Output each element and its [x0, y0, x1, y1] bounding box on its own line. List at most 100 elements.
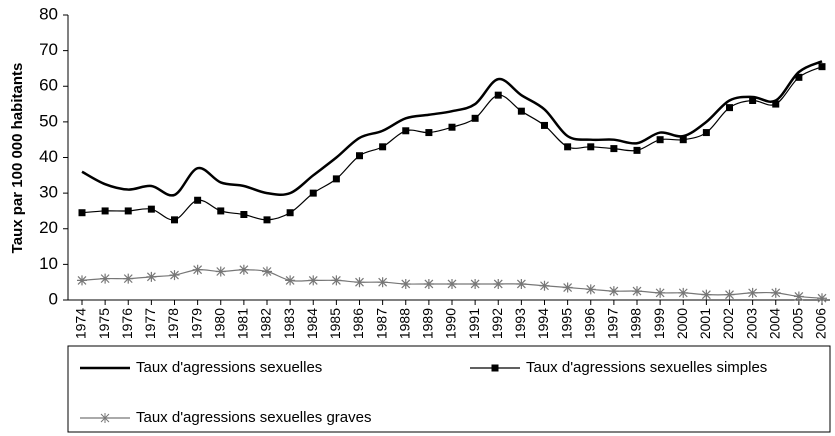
star-marker [632, 286, 642, 297]
x-tick-label: 2002 [720, 308, 736, 339]
y-tick-label: 70 [39, 40, 58, 59]
x-tick-label: 1996 [581, 308, 597, 339]
star-marker [539, 280, 550, 291]
x-tick-label: 1983 [281, 308, 297, 339]
star-marker [470, 278, 481, 289]
y-tick-label: 40 [39, 147, 58, 166]
square-marker [263, 216, 271, 224]
x-tick-label: 1975 [96, 308, 112, 339]
x-tick-label: 1976 [119, 308, 135, 339]
legend-marker [100, 413, 110, 423]
square-marker [494, 91, 502, 99]
x-tick-label: 1978 [165, 308, 181, 339]
square-marker [402, 127, 410, 135]
series-line [81, 66, 823, 221]
x-tick-label: 2004 [766, 308, 782, 339]
square-marker [309, 189, 317, 197]
square-marker [633, 146, 641, 154]
x-tick-label: 1985 [327, 308, 343, 339]
x-tick-label: 1988 [396, 308, 412, 339]
star-marker [354, 277, 365, 288]
square-marker [78, 209, 86, 217]
star-marker [608, 286, 619, 297]
series-line [81, 60, 823, 197]
y-tick-label: 50 [39, 111, 58, 130]
star-marker [678, 287, 689, 298]
square-marker [702, 129, 710, 137]
legend-label: Taux d'agressions sexuelles [136, 359, 322, 376]
star-marker [655, 287, 666, 298]
square-marker [101, 207, 109, 215]
star-marker [724, 289, 735, 300]
square-marker [356, 152, 363, 160]
y-tick-label: 0 [49, 289, 58, 308]
x-tick-label: 2003 [743, 308, 759, 339]
star-marker [146, 271, 157, 282]
star-marker [100, 273, 111, 284]
square-marker [772, 100, 780, 108]
star-marker [169, 270, 180, 281]
square-marker [217, 207, 225, 215]
square-marker [240, 211, 248, 218]
square-marker [171, 216, 178, 224]
square-marker [147, 205, 155, 213]
square-marker [124, 207, 132, 215]
square-marker [656, 136, 664, 144]
square-marker [194, 196, 202, 204]
square-marker [425, 129, 433, 137]
x-tick-label: 1993 [512, 308, 528, 339]
x-tick-label: 1981 [235, 308, 251, 339]
square-marker [818, 63, 826, 71]
x-tick-label: 1997 [605, 308, 621, 339]
x-tick-label: 1999 [651, 308, 667, 339]
star-marker [585, 284, 596, 295]
square-marker [517, 107, 525, 115]
y-tick-label: 80 [39, 4, 58, 23]
legend-label: Taux d'agressions sexuelles simples [526, 359, 767, 376]
star-marker [400, 278, 411, 289]
square-marker [564, 143, 572, 151]
x-tick-label: 1989 [420, 308, 436, 339]
x-tick-label: 1982 [258, 308, 274, 339]
star-marker [262, 266, 272, 277]
star-marker [285, 275, 296, 286]
square-marker [679, 136, 687, 144]
square-marker [471, 114, 479, 122]
star-marker [215, 266, 226, 277]
square-marker [749, 97, 757, 104]
square-marker [610, 145, 618, 153]
x-tick-label: 1998 [628, 308, 644, 339]
legend-label: Taux d'agressions sexuelles graves [136, 409, 372, 426]
x-tick-label: 1991 [466, 308, 482, 339]
x-tick-label: 1984 [304, 308, 320, 339]
star-marker [192, 264, 203, 275]
y-tick-label: 20 [39, 218, 58, 237]
star-marker [123, 273, 134, 284]
star-marker [562, 282, 573, 293]
star-marker [793, 291, 804, 302]
x-tick-label: 1990 [443, 308, 459, 339]
square-marker [286, 209, 294, 217]
star-marker [701, 289, 712, 300]
x-tick-label: 2006 [813, 308, 829, 339]
star-marker [516, 278, 527, 289]
star-marker [331, 275, 342, 286]
x-tick-label: 1980 [211, 308, 227, 339]
x-tick-label: 2000 [674, 308, 690, 339]
star-marker [493, 278, 504, 289]
y-axis-title: Taux par 100 000 habitants [9, 63, 26, 254]
square-marker [795, 73, 803, 81]
x-tick-label: 1977 [142, 308, 158, 339]
star-marker [770, 287, 781, 298]
star-marker [77, 275, 87, 286]
star-marker [423, 278, 434, 289]
x-tick-label: 1992 [489, 308, 505, 339]
star-marker [747, 287, 758, 298]
star-marker [817, 293, 827, 304]
square-marker [726, 104, 733, 112]
legend-box [67, 345, 831, 433]
square-marker [541, 121, 548, 129]
y-tick-label: 10 [39, 254, 58, 273]
x-tick-label: 1995 [558, 308, 574, 339]
